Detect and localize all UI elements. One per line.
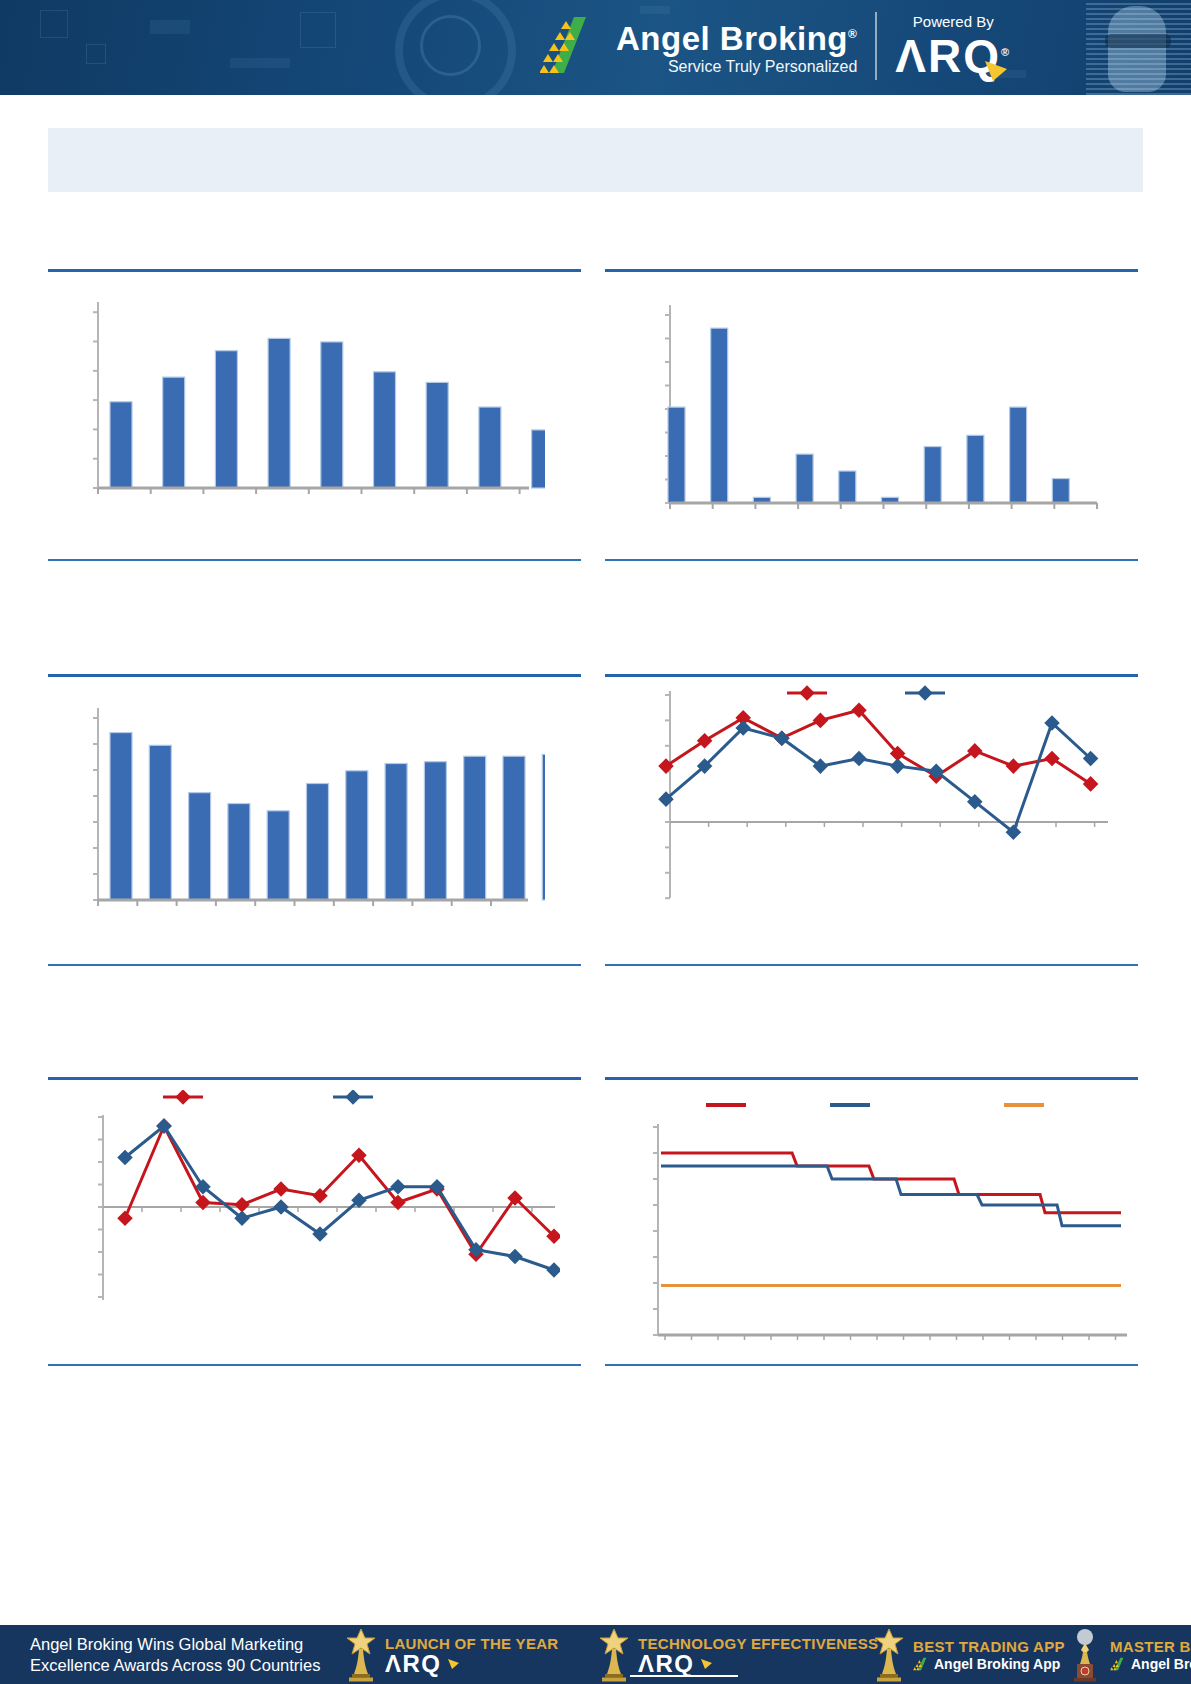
angel-broking-logo-icon <box>540 15 598 77</box>
award-subtitle: Angel Broking App <box>913 1656 1065 1672</box>
section-divider <box>48 1364 581 1366</box>
section-divider <box>605 1364 1138 1366</box>
header-pattern <box>40 10 68 38</box>
brand-tagline: Service Truly Personalized <box>616 58 857 76</box>
section-title-rule <box>48 269 581 272</box>
header-pattern <box>300 12 336 48</box>
section-title-rule <box>48 1077 581 1080</box>
award-subtitle-arq: ΛRQ <box>638 1653 878 1675</box>
trophy-star-icon <box>873 1628 905 1682</box>
award-best-trading-app: BEST TRADING APP Angel Broking App <box>873 1625 1065 1684</box>
award-title: MASTER BRAND 2016 <box>1110 1638 1191 1655</box>
award-title: TECHNOLOGY EFFECTIVENESS <box>638 1635 878 1652</box>
header-divider <box>875 12 877 80</box>
arq-bolt-icon <box>447 1658 460 1670</box>
arq-bolt-icon <box>700 1658 713 1670</box>
line-chart-row2-right <box>645 685 1145 910</box>
line-chart-row3-left <box>85 1090 560 1315</box>
header-pattern <box>86 44 106 64</box>
section-title-rule <box>48 674 581 677</box>
section-divider <box>48 559 581 561</box>
trophy-star-icon <box>345 1628 377 1682</box>
robot-face-graphic <box>1105 34 1171 48</box>
header-pattern <box>230 58 290 68</box>
footer-headline: Angel Broking Wins Global Marketing Exce… <box>30 1634 320 1676</box>
award-subtitle-arq: ΛRQ <box>385 1653 558 1675</box>
footer-headline-line1: Angel Broking Wins Global Marketing <box>30 1634 320 1655</box>
brand-name: Angel Broking® <box>616 17 857 56</box>
award-launch-of-the-year: LAUNCH OF THE YEAR ΛRQ <box>345 1625 558 1684</box>
trophy-globe-icon <box>1068 1628 1102 1682</box>
bar-chart-row2-left <box>80 700 545 915</box>
robot-face-graphic <box>1108 6 1166 92</box>
trophy-star-icon <box>598 1628 630 1682</box>
header-pattern <box>420 15 481 76</box>
award-title: BEST TRADING APP <box>913 1638 1065 1655</box>
notice-banner <box>48 128 1143 192</box>
header-pattern <box>150 20 190 34</box>
registered-mark: ® <box>848 27 857 41</box>
bar-chart-row1-right <box>645 290 1145 512</box>
header-banner: Angel Broking® Service Truly Personalize… <box>0 0 1191 95</box>
section-divider <box>605 964 1138 966</box>
arq-logo-block: Powered By ΛRQ® <box>895 13 1011 78</box>
footer-awards-bar: Angel Broking Wins Global Marketing Exce… <box>0 1625 1191 1684</box>
section-title-rule <box>605 1077 1138 1080</box>
brand-text-block: Angel Broking® Service Truly Personalize… <box>616 17 857 76</box>
section-title-rule <box>605 674 1138 677</box>
award-master-brand-2016: MASTER BRAND 2016 Angel Broking <box>1068 1625 1191 1684</box>
bar-chart-row1-left <box>80 285 545 510</box>
report-page: Angel Broking® Service Truly Personalize… <box>0 0 1191 1684</box>
arq-logo-text: ΛRQ® <box>895 30 1011 78</box>
award-title: LAUNCH OF THE YEAR <box>385 1635 558 1652</box>
angel-broking-logo-icon <box>913 1657 929 1671</box>
angel-broking-logo-icon <box>1110 1657 1126 1671</box>
step-chart-row3-right <box>645 1090 1145 1340</box>
section-divider <box>48 964 581 966</box>
award-underline <box>630 1675 738 1677</box>
footer-headline-line2: Excellence Awards Across 90 Countries <box>30 1655 320 1676</box>
powered-by-label: Powered By <box>895 13 1011 30</box>
arq-bolt-icon <box>983 59 1009 83</box>
section-title-rule <box>605 269 1138 272</box>
section-divider <box>605 559 1138 561</box>
award-subtitle: Angel Broking <box>1110 1656 1191 1672</box>
